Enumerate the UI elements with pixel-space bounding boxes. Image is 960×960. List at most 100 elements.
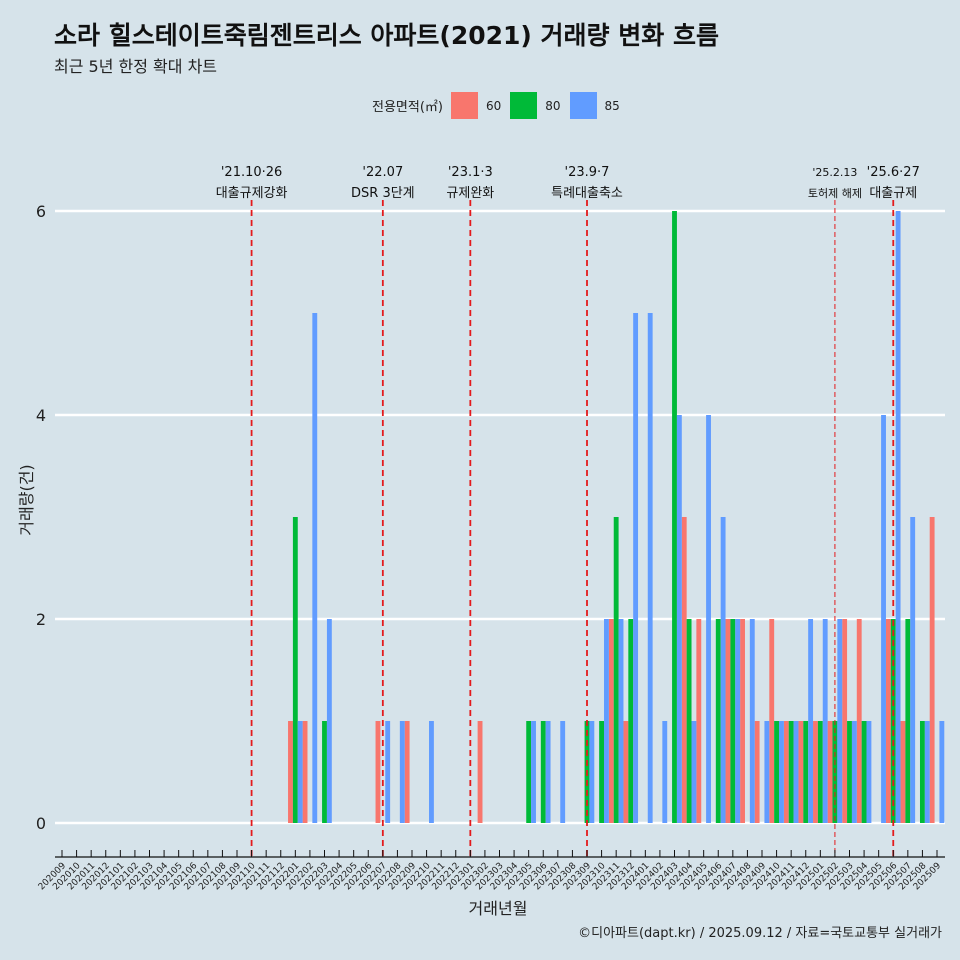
chart-subtitle: 최근 5년 한정 확대 차트 [54, 57, 218, 76]
bar-80-202406 [715, 619, 721, 823]
legend: 전용면적(㎡) 60 80 85 [372, 92, 629, 119]
bar-60-202503 [842, 619, 848, 823]
chart-title: 소라 힐스테이트죽림젠트리스 아파트(2021) 거래량 변화 흐름 [54, 21, 719, 50]
bar-80-202305 [526, 721, 532, 823]
bar-60-202404 [681, 517, 687, 823]
y-tick-label: 4 [36, 406, 46, 425]
bar-85-202307 [560, 721, 566, 823]
bar-60-202410 [769, 619, 775, 823]
bar-85-202201 [297, 721, 303, 823]
bar-85-202505 [881, 415, 886, 823]
bar-85-202508 [924, 721, 930, 823]
legend-label-85: 85 [604, 98, 620, 113]
legend-item-60: 60 [450, 92, 502, 119]
bar-85-202306 [545, 721, 551, 823]
bar-85-202203 [326, 619, 332, 823]
legend-swatch-85 [569, 92, 597, 119]
bar-80-202310 [599, 721, 605, 823]
bar-80-202410 [774, 721, 780, 823]
bar-80-202412 [803, 721, 809, 823]
legend-item-80: 80 [510, 92, 561, 119]
event-label-202110: 대출규제강화 [216, 186, 288, 201]
bar-60-202408 [740, 619, 745, 823]
bar-80-202503 [847, 721, 852, 823]
bar-85-202202 [312, 313, 318, 823]
event-date-202110: '21.10·26 [221, 165, 282, 180]
bar-85-202409 [764, 721, 770, 823]
legend-label-60: 60 [485, 98, 502, 113]
bar-60-202502 [827, 721, 833, 823]
bar-85-202210 [429, 721, 434, 823]
bar-80-202306 [540, 721, 546, 823]
bar-85-202504 [866, 721, 872, 823]
bar-85-202401 [647, 313, 653, 823]
bar-80-202403 [672, 211, 677, 823]
y-tick-label: 6 [36, 202, 46, 221]
bar-60-202202 [302, 721, 308, 823]
y-tick-label: 2 [36, 610, 46, 629]
bar-60-202407 [725, 619, 731, 823]
bar-60-202501 [813, 721, 818, 823]
bar-80-202312 [628, 619, 634, 823]
event-date-202301: '23.1·3 [448, 165, 493, 180]
x-axis-title: 거래년월 [469, 899, 528, 918]
bar-60-202507 [900, 721, 906, 823]
bar-80-202507 [905, 619, 911, 823]
event-date-202207: '22.07 [362, 165, 403, 180]
event-date-202506: '25.6·27 [867, 165, 920, 180]
bar-80-202508 [919, 721, 925, 823]
event-label-202309: 특례대출축소 [551, 186, 623, 201]
bar-80-202504 [861, 721, 867, 823]
bar-85-202404 [691, 721, 697, 823]
bar-85-202312 [633, 313, 639, 823]
bar-85-202411 [793, 721, 799, 823]
bar-85-202503 [851, 721, 857, 823]
bar-85-202207 [385, 721, 391, 823]
legend-swatch-60 [450, 92, 478, 119]
bar-60-202201 [288, 721, 293, 823]
event-label-202502: 토허제 해제 [808, 186, 862, 200]
bar-80-202203 [322, 721, 327, 823]
legend-title: 전용면적(㎡) [372, 100, 443, 115]
event-label-202207: DSR 3단계 [351, 186, 415, 201]
bar-80-202404 [686, 619, 692, 823]
bar-85-202405 [706, 415, 711, 823]
bar-85-202402 [662, 721, 668, 823]
bar-60-202412 [798, 721, 804, 823]
bar-85-202311 [618, 619, 624, 823]
bar-85-202406 [720, 517, 726, 823]
bar-80-202311 [613, 517, 619, 823]
bar-60-202312 [623, 721, 629, 823]
bar-60-202207 [375, 721, 381, 823]
legend-item-85: 85 [569, 92, 620, 119]
y-axis-title: 거래량(건) [17, 464, 36, 535]
bar-85-202412 [808, 619, 814, 823]
bar-60-202311 [608, 619, 614, 823]
bar-60-202411 [783, 721, 789, 823]
bar-85-202309 [589, 721, 595, 823]
bar-60-202504 [856, 619, 862, 823]
bar-80-202407 [730, 619, 736, 823]
bar-85-202502 [837, 619, 843, 823]
bar-85-202305 [531, 721, 536, 823]
bar-60-202409 [754, 721, 760, 823]
event-label-202301: 규제완화 [446, 186, 494, 201]
y-tick-label: 0 [36, 814, 46, 833]
event-date-202309: '23.9·7 [565, 165, 610, 180]
bar-85-202407 [735, 619, 741, 823]
bar-60-202302 [477, 721, 483, 823]
bar-85-202501 [822, 619, 828, 823]
legend-swatch-80 [510, 92, 538, 119]
event-date-202502: '25.2.13 [812, 166, 857, 179]
source-caption: ©디아파트(dapt.kr) / 2025.09.12 / 자료=국토교통부 실… [578, 926, 942, 941]
bar-85-202403 [676, 415, 682, 823]
bar-60-202405 [696, 619, 702, 823]
bar-60-202209 [404, 721, 410, 823]
event-label-202506: 대출규제 [869, 186, 917, 201]
bar-80-202411 [788, 721, 794, 823]
bar-60-202506 [885, 619, 891, 823]
bar-85-202408 [749, 619, 755, 823]
bar-60-202509 [929, 517, 935, 823]
